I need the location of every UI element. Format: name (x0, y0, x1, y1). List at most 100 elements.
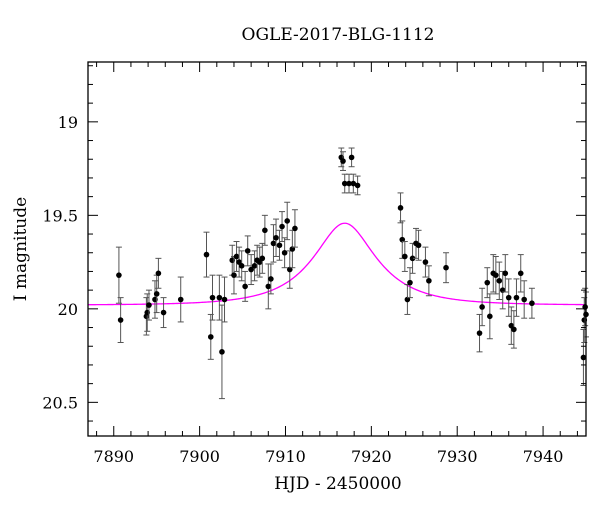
data-point (279, 211, 286, 243)
data-marker (496, 277, 503, 284)
data-marker (409, 255, 416, 262)
data-marker (153, 291, 160, 297)
data-point (115, 246, 122, 304)
data-marker (354, 182, 361, 189)
data-marker (479, 304, 485, 310)
y-tick-label: 19.5 (42, 206, 78, 225)
data-point (238, 250, 245, 282)
data-point (486, 293, 493, 340)
data-point (415, 229, 422, 261)
data-point (425, 265, 432, 297)
data-point (261, 214, 268, 246)
data-marker (517, 270, 524, 277)
model-curve-layer (88, 222, 587, 306)
data-point (145, 289, 152, 321)
data-point (443, 252, 450, 284)
x-axis-label: HJD - 2450000 (274, 474, 402, 494)
data-point (422, 246, 429, 278)
data-point (284, 201, 291, 241)
data-point (270, 224, 277, 263)
data-point (510, 310, 517, 349)
data-point (348, 147, 355, 168)
data-point (505, 278, 512, 317)
model-curve (88, 222, 587, 306)
data-point (521, 280, 528, 319)
y-tick-label: 20.5 (42, 393, 78, 412)
x-tick-label: 7930 (437, 447, 478, 466)
data-point (484, 267, 491, 299)
data-marker (262, 227, 268, 234)
data-marker (265, 283, 272, 290)
data-point (117, 297, 124, 343)
data-point (496, 261, 503, 300)
data-point (354, 175, 361, 196)
data-marker (281, 249, 288, 256)
data-point (281, 237, 288, 269)
data-marker (268, 276, 274, 282)
data-marker (443, 264, 449, 271)
data-point (248, 254, 255, 286)
data-marker (209, 294, 216, 301)
x-tick-label: 7920 (351, 447, 392, 466)
data-marker (284, 218, 291, 224)
data-marker (484, 279, 491, 286)
data-point (207, 313, 214, 360)
x-tick-label: 7900 (179, 447, 220, 466)
data-marker (248, 266, 254, 273)
data-point (209, 274, 216, 321)
data-marker (505, 294, 512, 301)
x-tick-label: 7940 (523, 447, 564, 466)
data-point (528, 287, 535, 319)
chart-title: OGLE-2017-BLG-1112 (242, 25, 435, 45)
data-marker (279, 223, 285, 230)
data-marker (219, 349, 225, 355)
data-point (153, 274, 160, 314)
data-marker (177, 296, 184, 303)
data-point (513, 278, 520, 317)
data-marker (341, 180, 348, 187)
data-marker (511, 326, 517, 333)
data-marker (521, 296, 527, 303)
data-marker (402, 253, 408, 260)
data-point (340, 151, 347, 171)
data-marker (207, 334, 214, 340)
data-marker (244, 248, 251, 254)
data-marker (350, 180, 357, 187)
data-marker (270, 240, 277, 247)
data-point (259, 242, 266, 274)
data-marker (348, 154, 355, 161)
data-point (479, 287, 486, 327)
data-point (492, 255, 499, 295)
data-marker (259, 255, 266, 262)
data-marker (426, 277, 432, 284)
data-point (409, 242, 416, 274)
data-marker (160, 309, 167, 316)
data-point (177, 276, 184, 323)
data-point (218, 304, 225, 400)
data-marker (415, 242, 422, 249)
data-marker (476, 330, 483, 336)
data-point (216, 274, 223, 321)
plot-frame (87, 61, 587, 437)
data-point (476, 313, 483, 353)
data-marker (397, 205, 404, 211)
data-marker (513, 294, 520, 301)
y-axis-label: I magnitude (11, 197, 31, 301)
data-point (406, 267, 413, 299)
x-tick-label: 7890 (93, 447, 134, 466)
data-point (401, 241, 408, 272)
data-points-layer (115, 147, 589, 400)
data-marker (340, 158, 346, 164)
data-marker (529, 300, 535, 307)
data-marker (242, 283, 248, 290)
data-point (350, 173, 357, 194)
data-point (221, 276, 228, 323)
data-point (267, 263, 274, 295)
data-marker (407, 279, 413, 286)
y-tick-label: 19 (58, 113, 78, 132)
data-marker (238, 263, 245, 269)
data-marker (251, 263, 258, 269)
data-marker (273, 234, 279, 241)
data-point (291, 209, 298, 248)
